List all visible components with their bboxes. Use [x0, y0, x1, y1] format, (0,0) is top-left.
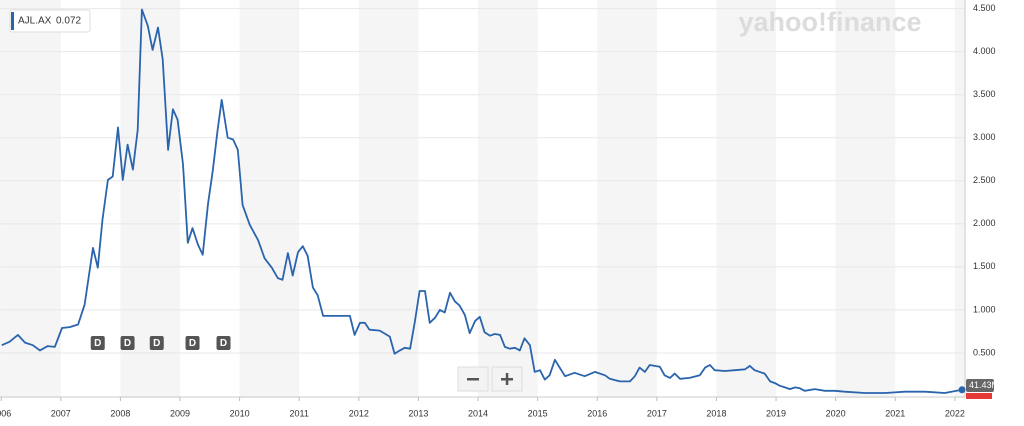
minus-icon: [467, 378, 479, 381]
dividend-marker: [90, 336, 105, 350]
legend-box: [9, 9, 91, 33]
x-tick-label: 2015: [528, 408, 548, 418]
y-tick-label: 3.000: [973, 132, 996, 142]
volume-marker: [966, 393, 992, 399]
x-tick-label: 2017: [647, 408, 667, 418]
year-band: [835, 0, 896, 398]
year-band: [597, 0, 657, 398]
dividend-marker: [120, 336, 135, 350]
year-band: [716, 0, 777, 398]
x-tick-label: 2019: [766, 408, 786, 418]
dividend-label: D: [220, 338, 227, 349]
grid: [0, 0, 966, 401]
x-tick-label: 2021: [885, 408, 905, 418]
y-tick-label: 4.500: [973, 3, 996, 13]
legend-name: AJL.AX: [18, 16, 52, 27]
year-band: [954, 0, 965, 398]
dividend-marker: [149, 336, 164, 350]
x-tick-label: 2011: [290, 408, 309, 418]
x-tick-label: 2012: [349, 408, 369, 418]
x-tick-label: 2006: [0, 408, 11, 418]
price-line: [1, 8, 963, 394]
y-tick-label: 1.000: [973, 304, 996, 314]
x-tick-label: 2014: [468, 408, 488, 418]
dividend-marker: [216, 336, 231, 350]
dividend-label: D: [94, 338, 101, 349]
year-band: [0, 0, 2, 398]
x-tick-label: 2016: [587, 408, 607, 418]
x-tick-label: 2013: [408, 408, 428, 418]
year-band: [239, 0, 300, 398]
year-band: [478, 0, 538, 398]
dividend-label: D: [124, 338, 131, 349]
legend-value: 0.072: [56, 16, 81, 27]
plus-icon: [505, 373, 509, 385]
y-tick-label: 3.500: [973, 89, 996, 99]
year-band: [1, 0, 61, 398]
dividend-label: D: [189, 338, 196, 349]
x-tick-label: 2007: [51, 408, 71, 418]
volume-label: 41.43M: [969, 380, 999, 390]
x-tick-label: 2008: [110, 408, 130, 418]
y-tick-label: 1.500: [973, 261, 996, 271]
y-tick-label: 2.000: [973, 218, 996, 228]
y-tick-label: 0.500: [973, 347, 996, 357]
year-bands: [0, 0, 965, 398]
x-tick-label: 2018: [706, 408, 726, 418]
legend-swatch: [11, 12, 14, 30]
dividend-label: D: [153, 338, 160, 349]
last-point: [958, 386, 966, 394]
x-tick-label: 2022: [945, 408, 965, 418]
x-tick-label: 2010: [230, 408, 250, 418]
y-tick-label: 4.000: [973, 46, 996, 56]
y-tick-label: 2.500: [973, 175, 996, 185]
year-band: [120, 0, 181, 398]
x-tick-label: 2020: [826, 408, 846, 418]
year-band: [358, 0, 419, 398]
x-tick-label: 2009: [170, 408, 190, 418]
volume-label-box: [966, 379, 994, 392]
brand-logo: yahoo!finance: [738, 7, 921, 37]
dividend-marker: [185, 336, 200, 350]
